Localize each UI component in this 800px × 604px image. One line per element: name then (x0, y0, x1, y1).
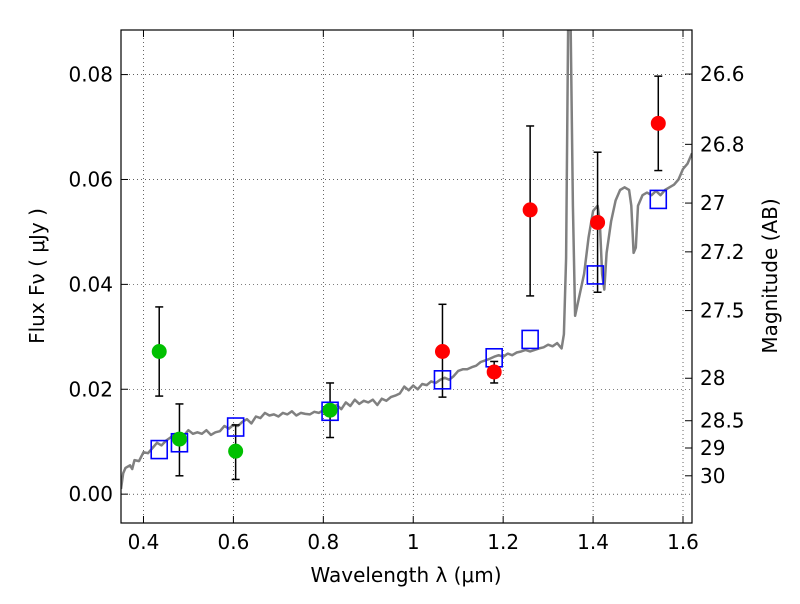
model-flux-square (433, 370, 452, 390)
y-tick-label: 0.06 (68, 167, 113, 191)
y2-tick-label: 28.5 (700, 409, 745, 433)
y2-tick-label: 27 (700, 191, 725, 215)
x-tick-label: 0.6 (217, 530, 249, 554)
y2-tick-label: 28 (700, 366, 725, 390)
y2-axis-label: Magnitude (AB) (758, 198, 782, 353)
y-tick-label: 0.00 (68, 482, 113, 506)
model-flux-square (226, 417, 245, 437)
y2-tick-label: 26.8 (700, 132, 745, 156)
x-tick-label: 0.4 (128, 530, 160, 554)
x-tick-label: 1 (407, 530, 420, 554)
observed-point (434, 343, 450, 359)
x-tick-label: 1.4 (577, 530, 609, 554)
y-tick-label: 0.08 (68, 63, 113, 87)
observed-point (522, 202, 538, 218)
model-flux-square (649, 189, 668, 210)
observed-point (228, 443, 244, 459)
x-axis-label: Wavelength λ (μm) (310, 563, 501, 587)
plot-frame (120, 29, 693, 524)
x-tick-label: 0.8 (307, 530, 339, 554)
observed-point (151, 343, 167, 359)
y-axis-label: Flux Fν ( μJy ) (25, 208, 49, 344)
model-flux-square (321, 401, 339, 422)
y2-tick-label: 30 (700, 464, 725, 488)
observed-point (650, 115, 666, 131)
model-flux-square (150, 439, 169, 460)
x-tick-label: 1.6 (667, 530, 699, 554)
observed-point (590, 214, 606, 230)
y2-tick-label: 27.2 (700, 240, 745, 264)
model-flux-square (586, 265, 605, 285)
observed-point (322, 402, 338, 418)
y2-tick-label: 26.6 (700, 62, 745, 86)
y-tick-label: 0.04 (68, 272, 113, 296)
x-tick-label: 1.2 (487, 530, 519, 554)
observed-point (486, 364, 502, 380)
observed-point (171, 431, 187, 447)
model-flux-square (521, 329, 539, 350)
y-tick-label: 0.02 (68, 377, 113, 401)
y2-tick-label: 29 (700, 436, 725, 460)
y2-tick-label: 27.5 (700, 299, 745, 323)
ticks: 0.4 0.6 0.8 1 1.2 1.4 1.6 0.00 0.02 0.04 0.06 0.08 2… (68, 30, 745, 554)
data-layer (121, 30, 692, 490)
